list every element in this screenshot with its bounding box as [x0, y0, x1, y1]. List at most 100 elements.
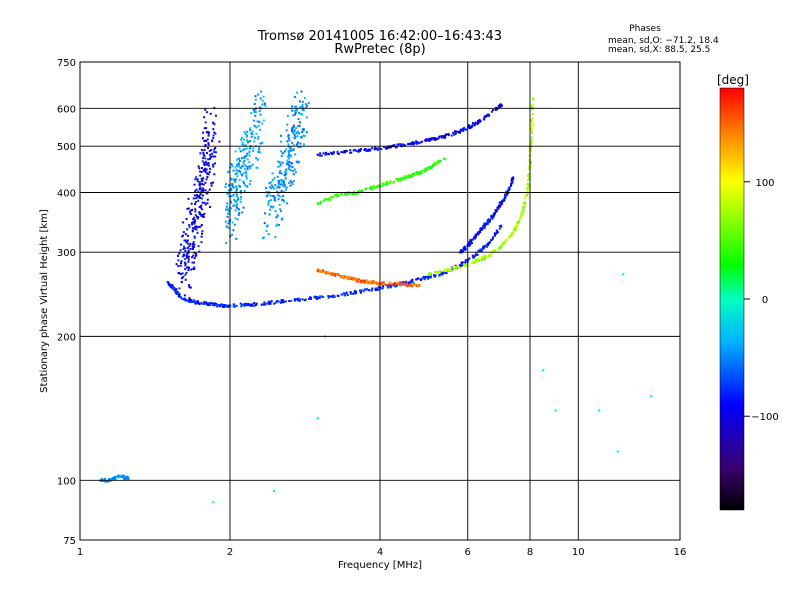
echo-point [360, 279, 363, 282]
echo-point [496, 206, 499, 209]
echo-point [125, 478, 128, 481]
echo-point [212, 134, 215, 137]
echo-point [399, 281, 402, 284]
echo-point [212, 155, 215, 158]
echo-point [203, 149, 206, 152]
echo-point [238, 147, 241, 150]
echo-point [302, 127, 305, 130]
echo-point [518, 217, 521, 220]
echo-point [472, 255, 475, 258]
echo-point [292, 131, 295, 134]
echo-point [213, 173, 216, 176]
echo-point [288, 300, 291, 303]
data-point [272, 489, 276, 493]
echo-point [227, 226, 230, 229]
echo-point [253, 301, 256, 304]
echo-point [265, 229, 268, 232]
echo-point [468, 127, 471, 130]
echo-point [318, 269, 321, 272]
echo-point [492, 213, 495, 216]
echo-point [249, 139, 252, 142]
echo-point [471, 124, 474, 127]
echo-point [411, 285, 414, 288]
echo-point [258, 120, 261, 123]
echo-point [254, 98, 257, 101]
echo-point [237, 163, 240, 166]
echo-point [203, 139, 206, 142]
echo-point [291, 166, 294, 169]
echo-point [271, 172, 274, 175]
echo-point [304, 102, 307, 105]
echo-point [181, 297, 184, 300]
echo-point [532, 112, 535, 115]
echo-point [345, 291, 348, 294]
echo-point [399, 284, 402, 287]
echo-point [194, 203, 197, 206]
echo-point [327, 153, 330, 156]
echo-point [347, 277, 350, 280]
echo-point [175, 288, 178, 291]
echo-point [446, 267, 449, 270]
echo-point [246, 158, 249, 161]
echo-point [246, 152, 249, 155]
echo-point [335, 273, 338, 276]
data-point [418, 284, 421, 287]
echo-point [261, 99, 264, 102]
echo-point [193, 266, 196, 269]
echo-point [497, 207, 500, 210]
echo-point [186, 207, 189, 210]
echo-point [199, 206, 202, 209]
data-point [427, 276, 430, 279]
echo-point [434, 137, 437, 140]
y-tick-label: 75 [63, 536, 76, 547]
echo-point [246, 167, 249, 170]
echo-point [189, 247, 192, 250]
echo-point [295, 107, 298, 110]
echo-point [200, 213, 203, 216]
echo-point [530, 139, 533, 142]
echo-point [379, 185, 382, 188]
echo-point [213, 131, 216, 134]
echo-point [244, 154, 247, 157]
echo-point [201, 182, 204, 185]
echo-point [428, 139, 431, 142]
echo-point [194, 178, 197, 181]
echo-point [302, 129, 305, 132]
echo-point [286, 202, 289, 205]
data-point [206, 162, 209, 165]
echo-point [371, 287, 374, 290]
echo-point [487, 113, 490, 116]
echo-point [371, 147, 374, 150]
echo-point [415, 140, 418, 143]
echo-point [372, 280, 375, 283]
echo-point [462, 128, 465, 131]
echo-point [200, 204, 203, 207]
echo-point [195, 228, 198, 231]
echo-point [388, 182, 391, 185]
echo-point [267, 233, 270, 236]
echo-point [424, 138, 427, 141]
echo-point [107, 480, 110, 483]
echo-point [326, 198, 329, 201]
echo-point [239, 185, 242, 188]
data-point [343, 151, 347, 154]
echo-point [292, 173, 295, 176]
echo-point [184, 233, 187, 236]
echo-point [507, 192, 510, 195]
echo-point [371, 188, 374, 191]
echo-point [416, 283, 419, 286]
echo-point [191, 223, 194, 226]
echo-point [349, 276, 352, 279]
echo-point [302, 109, 305, 112]
echo-point [375, 288, 378, 291]
echo-point [287, 157, 290, 160]
echo-point [328, 295, 331, 298]
echo-point [454, 131, 457, 134]
echo-point [259, 151, 262, 154]
echo-point [112, 476, 115, 479]
echo-point [421, 277, 424, 280]
echo-point [188, 297, 191, 300]
echo-point [196, 231, 199, 234]
echo-point [498, 105, 501, 108]
echo-point [305, 106, 308, 109]
